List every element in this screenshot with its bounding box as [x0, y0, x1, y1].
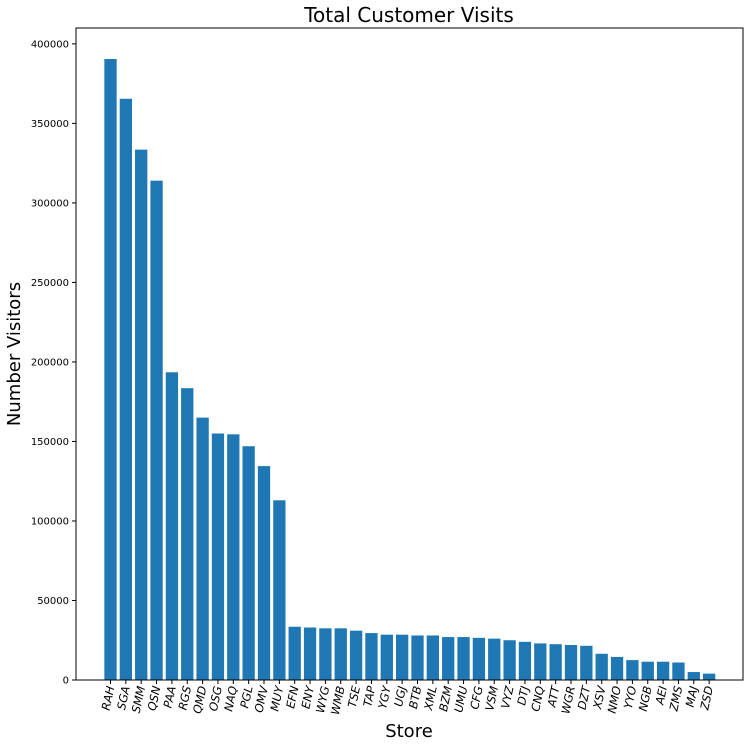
x-tick-label: DTJ	[514, 684, 532, 706]
x-tick-label: ENY	[299, 684, 318, 710]
x-ticks-group: RAHSGASMMQSNPAARGSQMDOSGNAQPGLOMVMUYEFNE…	[99, 680, 716, 716]
x-tick-label: DZT	[575, 684, 594, 711]
bar-zms	[672, 662, 685, 680]
bar-bzm	[442, 637, 455, 680]
bar-pgl	[242, 446, 255, 680]
x-tick-label: ATT	[544, 684, 562, 709]
bar-muy	[273, 500, 286, 680]
bar-dtj	[518, 641, 532, 680]
x-tick-label: MUY	[267, 684, 286, 713]
x-tick-label: XSV	[590, 684, 609, 712]
y-tick-label: 100000	[31, 516, 69, 527]
x-tick-label: QSN	[145, 684, 164, 712]
x-tick-label: OSG	[206, 685, 225, 713]
x-tick-label: UMU	[451, 684, 470, 714]
x-tick-label: PAA	[161, 685, 179, 710]
bar-xml	[426, 635, 439, 680]
x-tick-label: WMB	[328, 685, 348, 717]
bar-rah	[104, 59, 117, 680]
x-tick-label: EFN	[283, 684, 301, 709]
x-tick-label: SGA	[114, 685, 133, 712]
bar-eny	[303, 627, 317, 680]
bar-paa	[165, 372, 179, 680]
y-tick-label: 250000	[31, 278, 69, 289]
bar-maj	[687, 672, 700, 680]
bar-rgs	[181, 388, 194, 680]
x-tick-label: ZSD	[697, 685, 716, 713]
x-tick-label: TSE	[345, 684, 363, 709]
y-tick-label: 200000	[31, 357, 69, 368]
x-tick-label: UGJ	[391, 684, 409, 708]
bar-dzt	[580, 645, 593, 680]
x-tick-label: RGS	[175, 685, 194, 712]
bar-qmd	[196, 417, 209, 680]
bar-qsn	[150, 180, 163, 680]
bar-omv	[257, 466, 271, 680]
x-tick-label: ZMS	[666, 685, 685, 713]
bar-wyg	[319, 628, 332, 680]
x-tick-label: WGR	[558, 685, 578, 716]
bar-aei	[656, 661, 670, 680]
bar-xsv	[595, 653, 608, 680]
x-tick-label: BTB	[406, 685, 424, 710]
bar-nmo	[610, 656, 624, 680]
x-tick-label: NMO	[605, 685, 624, 715]
x-tick-label: YGY	[375, 684, 394, 710]
x-tick-label: SMM	[129, 685, 148, 715]
bar-vyz	[503, 640, 516, 680]
bar-btb	[411, 635, 424, 680]
x-tick-label: TAP	[360, 685, 378, 708]
bar-smm	[135, 149, 148, 680]
y-ticks-group: 0 50000 100000 150000 200000 250000 300000 3500…	[31, 39, 76, 687]
bar-naq	[227, 434, 240, 680]
bar-cnq	[534, 643, 547, 680]
x-tick-label: CFG	[467, 685, 486, 711]
bar-efn	[288, 626, 301, 680]
y-tick-label: 50000	[37, 596, 69, 607]
y-tick-label: 0	[63, 676, 69, 687]
x-tick-label: WYG	[313, 685, 332, 715]
x-tick-label: CNQ	[528, 685, 547, 713]
bar-tse	[349, 630, 363, 680]
bar-ugj	[396, 634, 409, 680]
bar-cfg	[472, 637, 486, 680]
x-tick-label: QMD	[190, 685, 210, 715]
x-tick-label: VSM	[482, 685, 501, 713]
y-axis-label: Number Visitors	[4, 282, 25, 426]
bar-osg	[211, 433, 225, 680]
y-tick-label: 350000	[31, 119, 69, 130]
y-tick-label: 400000	[31, 39, 69, 50]
x-tick-label: AEI	[652, 684, 670, 707]
bar-ngb	[641, 661, 654, 680]
x-tick-label: OMV	[252, 684, 272, 714]
bar-att	[549, 644, 562, 680]
bars-group	[104, 59, 716, 680]
x-tick-label: XML	[421, 685, 440, 713]
x-tick-label: BZM	[436, 685, 455, 713]
plot-frame	[75, 27, 744, 681]
bar-vsm	[488, 638, 501, 680]
y-tick-label: 150000	[31, 437, 69, 448]
x-tick-label: YYO	[621, 685, 639, 710]
x-tick-label: RAH	[99, 684, 118, 711]
x-axis-label: Store	[385, 721, 433, 742]
bar-sga	[119, 98, 132, 680]
x-tick-label: MAJ	[683, 684, 701, 708]
x-tick-label: NGB	[636, 685, 655, 713]
bar-yyo	[626, 660, 639, 680]
bar-umu	[457, 637, 470, 680]
bar-zsd	[703, 673, 716, 680]
bar-wmb	[334, 628, 347, 680]
x-tick-label: VYZ	[498, 684, 517, 710]
y-tick-label: 300000	[31, 198, 69, 209]
bar-ygy	[380, 634, 393, 680]
chart-title: Total Customer Visits	[303, 3, 514, 27]
bar-tap	[365, 633, 378, 680]
bar-wgr	[564, 645, 578, 680]
x-tick-label: PGL	[237, 685, 255, 710]
x-tick-label: NAQ	[221, 685, 240, 713]
